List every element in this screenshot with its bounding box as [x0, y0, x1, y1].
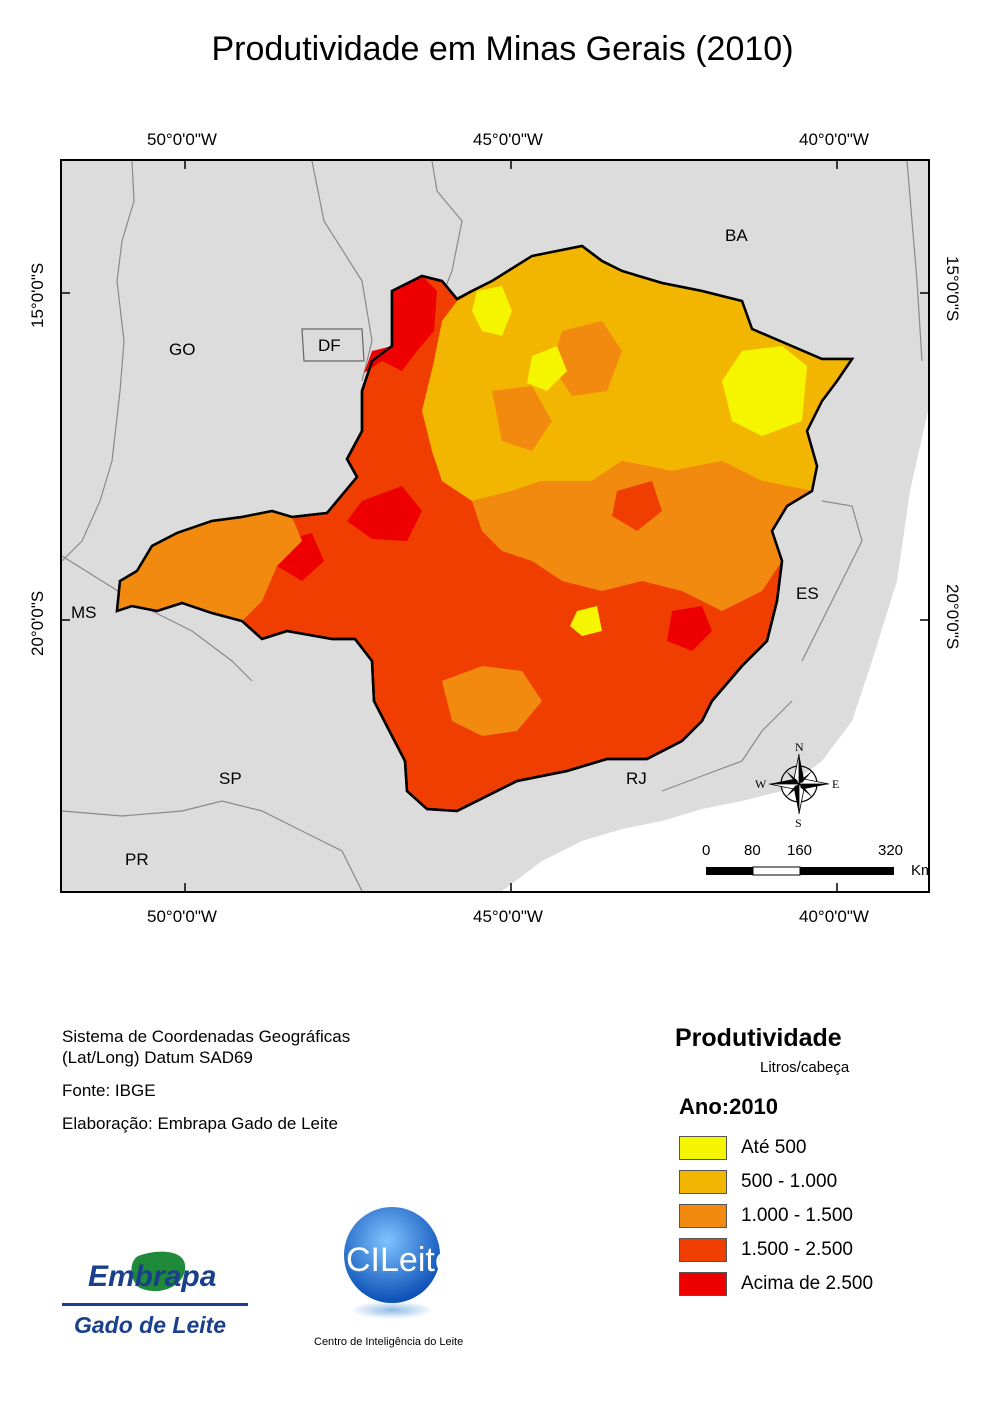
map-notes: Sistema de Coordenadas Geográficas (Lat/…	[62, 1026, 350, 1146]
state-label-sp: SP	[219, 769, 242, 788]
legend-title: Produtividade	[675, 1024, 842, 1052]
scale-tick-160: 160	[787, 842, 812, 859]
legend-swatch-3	[679, 1204, 727, 1228]
embrapa-wordmark: Embrapa	[88, 1260, 216, 1293]
state-label-es: ES	[796, 584, 819, 603]
legend-swatch-2	[679, 1170, 727, 1194]
scale-tick-0: 0	[702, 842, 710, 859]
state-label-go: GO	[169, 340, 195, 359]
author-note: Elaboração: Embrapa Gado de Leite	[62, 1114, 338, 1133]
lat-label-left-15s: 15°0'0"S	[28, 262, 47, 328]
legend-label-1: Até 500	[741, 1137, 807, 1158]
state-label-df: DF	[318, 336, 341, 355]
state-borders	[62, 161, 923, 891]
state-label-ba: BA	[725, 226, 748, 245]
lon-label-bottom-50w: 50°0'0"W	[147, 907, 217, 926]
minas-gerais-regions	[115, 244, 855, 813]
scale-unit: Km	[911, 862, 928, 879]
state-label-ms: MS	[71, 603, 97, 622]
state-label-pr: PR	[125, 850, 149, 869]
legend-swatch-4	[679, 1238, 727, 1262]
state-label-rj: RJ	[626, 769, 647, 788]
graticule-ticks	[62, 161, 928, 891]
cileite-subtitle: Centro de Inteligência do Leite	[314, 1336, 463, 1348]
ocean	[502, 411, 928, 891]
compass-e: E	[832, 777, 839, 791]
embrapa-logo: Embrapa Gado de Leite	[62, 1251, 248, 1338]
legend-label-2: 500 - 1.000	[741, 1171, 838, 1192]
map-frame: BA GO DF MS ES SP RJ PR N S E W 0 80	[60, 159, 930, 893]
lat-label-left-20s: 20°0'0"S	[28, 590, 47, 656]
compass-s: S	[795, 816, 802, 830]
legend-unit: Litros/cabeça	[760, 1059, 850, 1076]
legend-label-4: 1.500 - 2.500	[741, 1239, 853, 1260]
compass-rose-icon: N S E W	[755, 740, 839, 830]
crs-line-1: Sistema de Coordenadas Geográficas	[62, 1027, 351, 1046]
lat-label-right-15s: 15°0'0"S	[943, 256, 962, 322]
scale-bar: 0 80 160 320 Km	[702, 842, 928, 879]
lon-label-bottom-45w: 45°0'0"W	[473, 907, 543, 926]
scale-tick-80: 80	[744, 842, 761, 859]
legend-label-5: Acima de 2.500	[741, 1273, 874, 1294]
df-outline	[301, 328, 365, 362]
legend-label-3: 1.000 - 1.500	[741, 1205, 853, 1226]
legend-swatch-5	[679, 1272, 727, 1296]
lon-label-top-40w: 40°0'0"W	[799, 130, 869, 149]
legend-swatch-1	[679, 1136, 727, 1160]
lon-label-top-45w: 45°0'0"W	[473, 130, 543, 149]
embrapa-subtitle: Gado de Leite	[74, 1312, 226, 1338]
legend-year: Ano:2010	[679, 1094, 779, 1119]
lon-label-bottom-40w: 40°0'0"W	[799, 907, 869, 926]
source-note: Fonte: IBGE	[62, 1081, 156, 1100]
scale-tick-320: 320	[878, 842, 903, 859]
lat-label-right-20s: 20°0'0"S	[943, 584, 962, 650]
lon-label-top-50w: 50°0'0"W	[147, 130, 217, 149]
map-title: Produtividade em Minas Gerais (2010)	[211, 30, 794, 68]
compass-w: W	[755, 777, 767, 791]
cileite-logo: CILeite Centro de Inteligência do Leite	[314, 1207, 463, 1348]
cileite-wordmark: CILeite	[346, 1241, 454, 1279]
compass-n: N	[795, 740, 804, 754]
crs-line-2: (Lat/Long) Datum SAD69	[62, 1048, 253, 1067]
map-canvas: BA GO DF MS ES SP RJ PR N S E W 0 80	[62, 161, 928, 891]
